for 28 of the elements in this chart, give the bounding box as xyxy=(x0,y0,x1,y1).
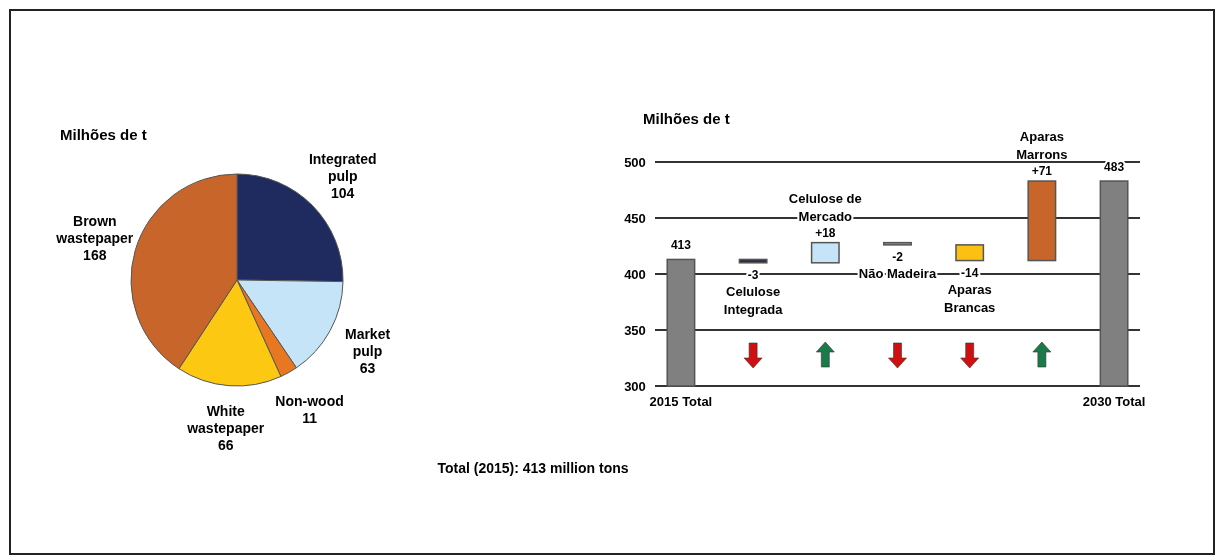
slice-label: Brown wastepaper xyxy=(55,212,134,246)
data-label: 11 xyxy=(302,409,318,426)
y-tick-label: 500 xyxy=(624,155,646,170)
y-tick-label: 300 xyxy=(624,379,646,394)
x-tick-label: Aparas Marrons xyxy=(1016,129,1068,163)
slice-label: Integrated pulp xyxy=(308,150,377,184)
x-tick-label: Aparas Brancas xyxy=(944,281,996,315)
slice-label: Market pulp xyxy=(344,325,391,359)
slice-label: Non-wood xyxy=(275,392,344,409)
data-label: 168 xyxy=(83,246,107,263)
data-label: +18 xyxy=(815,225,836,240)
data-label: +71 xyxy=(1031,164,1053,179)
data-label: 63 xyxy=(359,359,376,376)
y-tick-label: 350 xyxy=(624,323,646,338)
data-label: 66 xyxy=(217,436,234,453)
data-label: 483 xyxy=(1104,160,1125,175)
chart-title: Milhões de t xyxy=(643,110,730,127)
data-label: 413 xyxy=(670,238,692,253)
x-tick-label: 2030 Total xyxy=(1082,394,1146,409)
y-tick-label: 450 xyxy=(624,211,646,226)
x-tick-label: 2015 Total xyxy=(649,394,713,409)
data-label: 104 xyxy=(331,184,355,201)
chart-title: Milhões de t xyxy=(60,126,147,143)
text: Total (2015): 413 million tons xyxy=(437,460,629,476)
data-label: -2 xyxy=(892,249,904,264)
x-tick-label: Celulose Integrada xyxy=(723,283,784,317)
y-tick-label: 400 xyxy=(624,267,646,282)
slice-label: White wastepaper xyxy=(186,402,265,436)
